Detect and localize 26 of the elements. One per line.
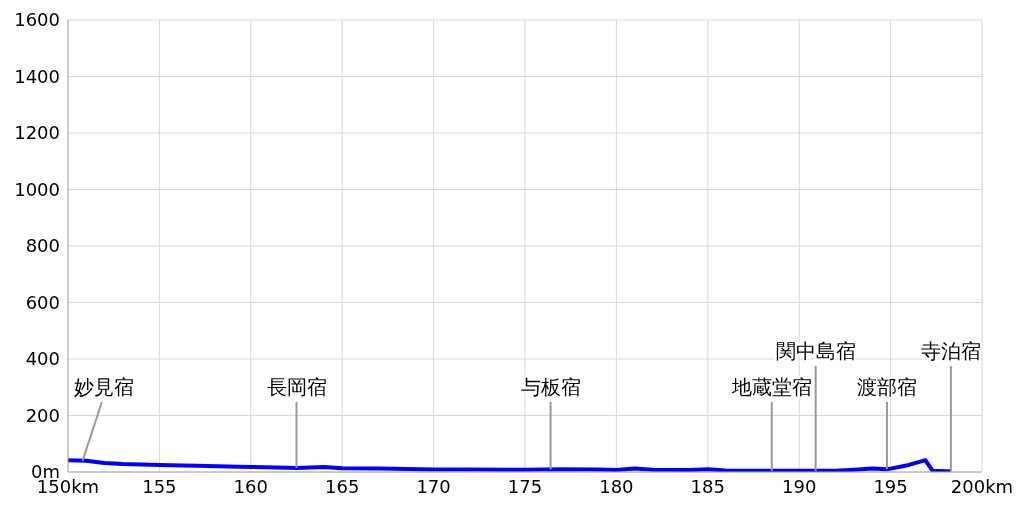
annotation: 長岡宿 [266, 375, 327, 399]
y-tick-label: 1400 [14, 65, 60, 87]
y-tick-label: 1200 [14, 122, 60, 144]
y-tick-label: 400 [25, 348, 60, 370]
x-tick-label: 160 [233, 475, 268, 497]
x-tick-label: 180 [599, 475, 634, 497]
x-tick-label: 170 [416, 475, 451, 497]
annotation: 妙見宿 [74, 375, 134, 399]
x-tick-label: 195 [873, 475, 908, 497]
line-series [68, 458, 953, 472]
x-tick-label: 190 [782, 475, 817, 497]
y-tick-label: 200 [25, 404, 60, 426]
x-tick-label: 200km [950, 475, 1014, 497]
y-tick-label: 1600 [14, 9, 60, 31]
annotation: 与板宿 [520, 375, 581, 399]
annotation: 寺泊宿 [920, 339, 981, 363]
annotation: 地蔵堂宿 [730, 375, 812, 399]
annotation: 関中島宿 [775, 339, 856, 363]
x-tick-label: 185 [690, 475, 725, 497]
y-tick-label: 1000 [14, 178, 60, 200]
x-tick-label: 165 [325, 475, 360, 497]
annotation: 渡部宿 [856, 375, 917, 399]
y-tick-label: 800 [25, 235, 60, 257]
y-tick-label: 600 [25, 291, 60, 313]
x-tick-label: 175 [507, 475, 543, 497]
x-tick-label: 155 [142, 475, 177, 497]
